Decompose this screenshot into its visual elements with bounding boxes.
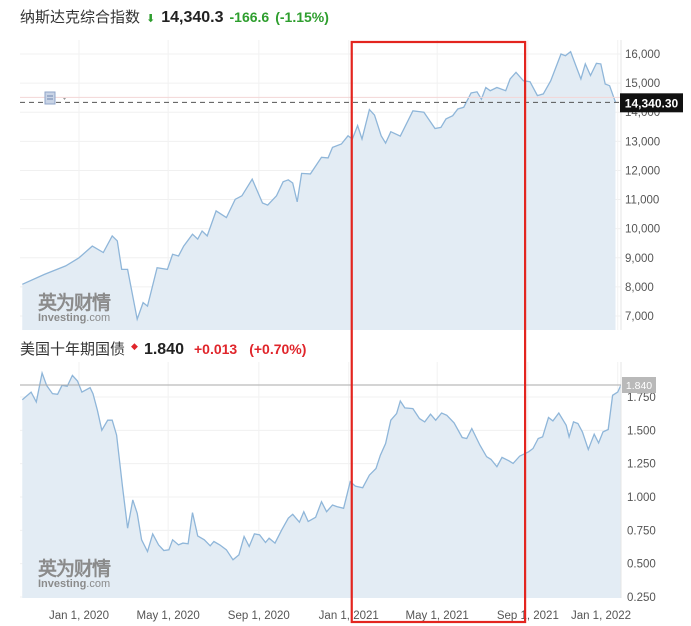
y-tick-label: 0.500 [627,559,656,571]
y-tick-label: 8,000 [625,282,654,294]
series-line [21,370,622,561]
nasdaq-chart: 7,000 8,000 9,000 10,000 11,000 12,000 13,000 1… [20,40,683,330]
y-tick-label: 1.000 [627,492,656,504]
x-tick-label: May 1, 2020 [137,610,200,622]
highlight-box [350,40,527,624]
nasdaq-header: 纳斯达克综合指数 ⬇ 14,340.3 -166.6 (-1.15%) [20,6,329,27]
watermark-logo-top: 英为财情 Investing.com [38,292,111,324]
nasdaq-title: 纳斯达克综合指数 [20,8,141,26]
y-tick-label: 1.250 [627,459,656,471]
x-tick-label: Sep 1, 2020 [228,610,290,622]
x-tick-label: May 1, 2021 [406,610,469,622]
y-tick-label: 10,000 [625,224,660,236]
watermark-logo-bottom: 英为财情 Investing.com [38,558,111,590]
y-tick-label: 1.500 [627,425,656,437]
treasury-change: +0.013 [193,341,238,357]
y-tick-label: 16,000 [625,49,660,61]
nasdaq-price: 14,340.3 [161,9,224,26]
x-tick-label: Jan 1, 2021 [319,610,379,622]
y-tick-label: 1.750 [627,392,656,404]
series-line [22,50,617,322]
treasury-change-pct: (+0.70%) [249,341,307,357]
x-tick-label: Sep 1, 2021 [497,610,559,622]
treasury-header: 美国十年期国债 ◆ 1.840 +0.013 (+0.70%) [20,338,306,359]
document-icon[interactable] [44,91,66,105]
y-tick-label: 15,000 [625,78,660,90]
y-tick-label: 0.250 [627,592,656,604]
treasury-title: 美国十年期国债 [20,340,126,358]
arrow-up-icon: ◆ [131,341,138,351]
nasdaq-change-pct: (-1.15%) [275,9,329,25]
y-tick-label: 7,000 [625,311,654,323]
current-value-label: 1.840 [626,380,652,392]
y-tick-label: 13,000 [625,136,660,148]
x-tick-label: Jan 1, 2020 [49,610,109,622]
x-tick-label: Jan 1, 2022 [571,610,631,622]
y-tick-label: 0.750 [627,525,656,537]
current-value-badge [622,377,656,393]
treasury-price: 1.840 [143,341,184,358]
current-value-label: 14,340.30 [625,96,679,110]
treasury-chart: 0.250 0.500 0.750 1.000 1.250 1.500 1.7501.840… [20,362,656,622]
arrow-down-icon: ⬇ [146,13,156,25]
y-tick-label: 11,000 [625,195,659,207]
y-tick-label: 12,000 [625,165,660,177]
y-tick-label: 9,000 [625,253,654,265]
current-value-badge [620,93,683,113]
nasdaq-change: -166.6 [229,9,270,25]
